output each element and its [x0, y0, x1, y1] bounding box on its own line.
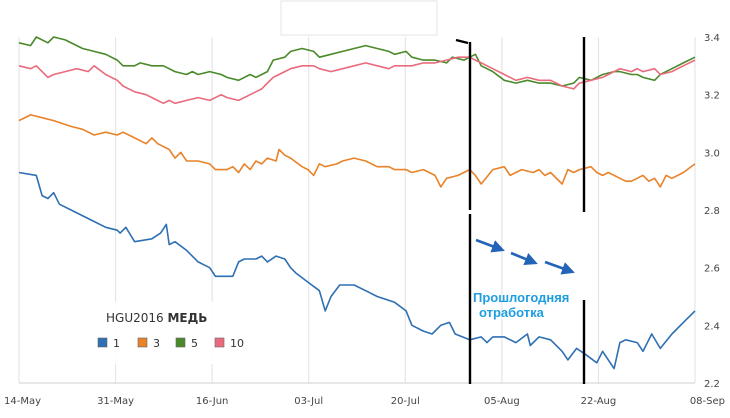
trend-arrow-3: [544, 260, 575, 275]
legend-label-10: 10: [230, 337, 244, 350]
marker-tick: [455, 38, 469, 45]
annotation-line-2: отработка: [479, 305, 545, 320]
x-tick-label: 14-May: [4, 396, 41, 407]
legend-label-3: 3: [153, 337, 160, 350]
series-group: [18, 36, 696, 370]
legend: HGU2016 МЕДЬ 1 3 5 10: [84, 302, 294, 364]
x-tick-label: 08-Sep: [690, 396, 725, 407]
legend-swatch-5: [175, 337, 186, 348]
y-tick-label: 2.4: [704, 321, 720, 332]
series-line-3: [18, 114, 696, 188]
legend-label-1: 1: [113, 337, 120, 350]
trend-arrow-1: [475, 238, 505, 253]
legend-title-main: HGU2016: [106, 311, 164, 325]
annotation-line-1: Прошлогодняя: [473, 290, 569, 305]
series-line-10: [18, 56, 696, 105]
x-tick-label: 16-Jun: [196, 396, 229, 407]
series-line-5: [18, 36, 696, 87]
legend-items: 1 3 5 10: [97, 337, 244, 350]
x-axis: 14-May 31-May 16-Jun 03-Jul 20-Jul 05-Aug 22-A…: [4, 396, 725, 407]
top-box: [280, 0, 438, 36]
x-tick-label: 20-Jul: [391, 396, 420, 407]
y-tick-label: 3.0: [704, 148, 720, 159]
trend-arrows: [475, 238, 575, 275]
legend-box: [84, 302, 294, 364]
legend-title: HGU2016 МЕДЬ: [106, 311, 207, 325]
legend-swatch-1: [97, 337, 108, 348]
y-tick-label: 2.8: [704, 206, 720, 217]
x-tick-label: 05-Aug: [484, 396, 520, 407]
legend-label-5: 5: [191, 337, 198, 350]
grid: [18, 37, 696, 384]
legend-title-bold: МЕДЬ: [167, 311, 207, 325]
x-tick-label: 31-May: [97, 396, 134, 407]
legend-swatch-3: [137, 337, 148, 348]
y-axis: 3.4 3.2 3.0 2.8 2.6 2.4 2.2: [704, 33, 720, 390]
trend-arrow-2: [510, 251, 538, 266]
x-tick-label: 22-Aug: [581, 396, 617, 407]
series-line-1: [18, 171, 696, 370]
y-tick-label: 3.4: [704, 33, 720, 44]
y-tick-label: 2.6: [704, 264, 720, 275]
x-tick-label: 03-Jul: [294, 396, 323, 407]
legend-swatch-10: [214, 337, 225, 348]
y-tick-label: 2.2: [704, 379, 720, 390]
marker-lines: [455, 37, 586, 384]
y-tick-label: 3.2: [704, 91, 720, 102]
